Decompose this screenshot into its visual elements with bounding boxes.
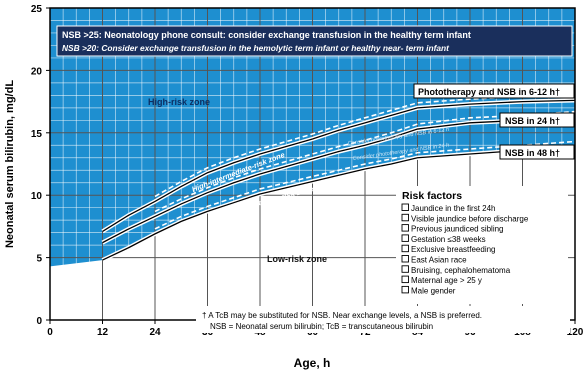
x-axis-label: Age, h	[294, 356, 331, 370]
y-tick-label: 10	[31, 191, 43, 202]
risk-factor-checkbox	[401, 265, 409, 273]
risk-factor-item: Bruising, cephalohematoma	[411, 266, 511, 275]
risk-factor-checkbox	[401, 255, 409, 263]
y-tick-label: 5	[36, 254, 42, 265]
footnote-2: NSB = Neonatal serum bilirubin; TcB = tr…	[210, 322, 433, 331]
exchange-notes-box: NSB >25: Neonatology phone consult: cons…	[56, 25, 573, 57]
risk-curve-3	[102, 145, 575, 261]
risk-curve-dash-3	[154, 140, 575, 230]
phototherapy-label-3: NSB in 48 h†	[499, 144, 575, 160]
risk-factor-item: Male gender	[411, 286, 456, 295]
phototherapy-label-2-text: NSB in 24 h†	[505, 116, 560, 126]
risk-factor-checkbox	[401, 275, 409, 284]
risk-factor-item: Jaundice in the first 24h	[411, 204, 496, 213]
x-tick-label: 120	[567, 327, 584, 338]
risk-curve-1	[102, 99, 575, 232]
y-tick-label: 20	[31, 66, 43, 77]
risk-curves	[101, 94, 575, 262]
phototherapy-label-1: Phototherapy and NSB in 6-12 h†	[413, 83, 575, 99]
phototherapy-label-2: NSB in 24 h†	[499, 112, 575, 128]
risk-curve-2	[102, 115, 575, 244]
y-axis-label: Neonatal serum bilirubin, mg/dL	[4, 80, 16, 248]
risk-factor-checkbox	[401, 203, 409, 211]
y-axis-ticks: 0 5 10 15 20 25	[31, 4, 50, 327]
x-tick-label: 24	[149, 327, 161, 338]
risk-factor-item: Visible jaundice before discharge	[411, 214, 529, 223]
risk-factor-checkbox	[401, 224, 409, 232]
risk-factor-checkbox	[401, 285, 409, 294]
risk-factor-checkbox	[401, 213, 409, 222]
note-line-1: NSB >25: Neonatology phone consult: cons…	[62, 30, 471, 40]
risk-factors-title: Risk factors	[402, 190, 462, 202]
risk-factor-item: East Asian race	[411, 256, 467, 265]
risk-factors-panel: Risk factors Jaundice in the first 24hVi…	[396, 186, 568, 304]
y-tick-label: 25	[31, 4, 43, 15]
risk-factor-checkbox	[401, 234, 409, 242]
footnote-1: † A TcB may be substituted for NSB. Near…	[202, 311, 482, 320]
risk-curve-dash-2	[154, 110, 575, 213]
risk-factor-checkbox	[401, 244, 409, 253]
x-tick-label: 0	[47, 327, 53, 338]
x-tick-label: 12	[97, 327, 109, 338]
risk-factor-item: Exclusive breastfeeding	[411, 245, 496, 254]
risk-factor-item: Previous jaundiced sibling	[411, 225, 504, 234]
low-risk-zone-label: Low-risk zone	[267, 254, 327, 264]
risk-factor-item: Maternal age > 25 y	[411, 276, 482, 285]
risk-factor-item: Gestation ≤38 weeks	[411, 235, 486, 244]
phototherapy-label-3-text: NSB in 48 h†	[505, 148, 560, 158]
note-line-2: NSB >20: Consider exchange transfusion i…	[62, 43, 450, 53]
footnotes-box: † A TcB may be substituted for NSB. Near…	[196, 306, 570, 333]
risk-curve-dash-1	[154, 94, 575, 198]
high-risk-zone-label: High-risk zone	[148, 97, 210, 107]
y-tick-label: 15	[31, 129, 43, 140]
y-tick-label: 0	[36, 316, 42, 327]
phototherapy-label-1-text: Phototherapy and NSB in 6-12 h†	[418, 87, 560, 97]
